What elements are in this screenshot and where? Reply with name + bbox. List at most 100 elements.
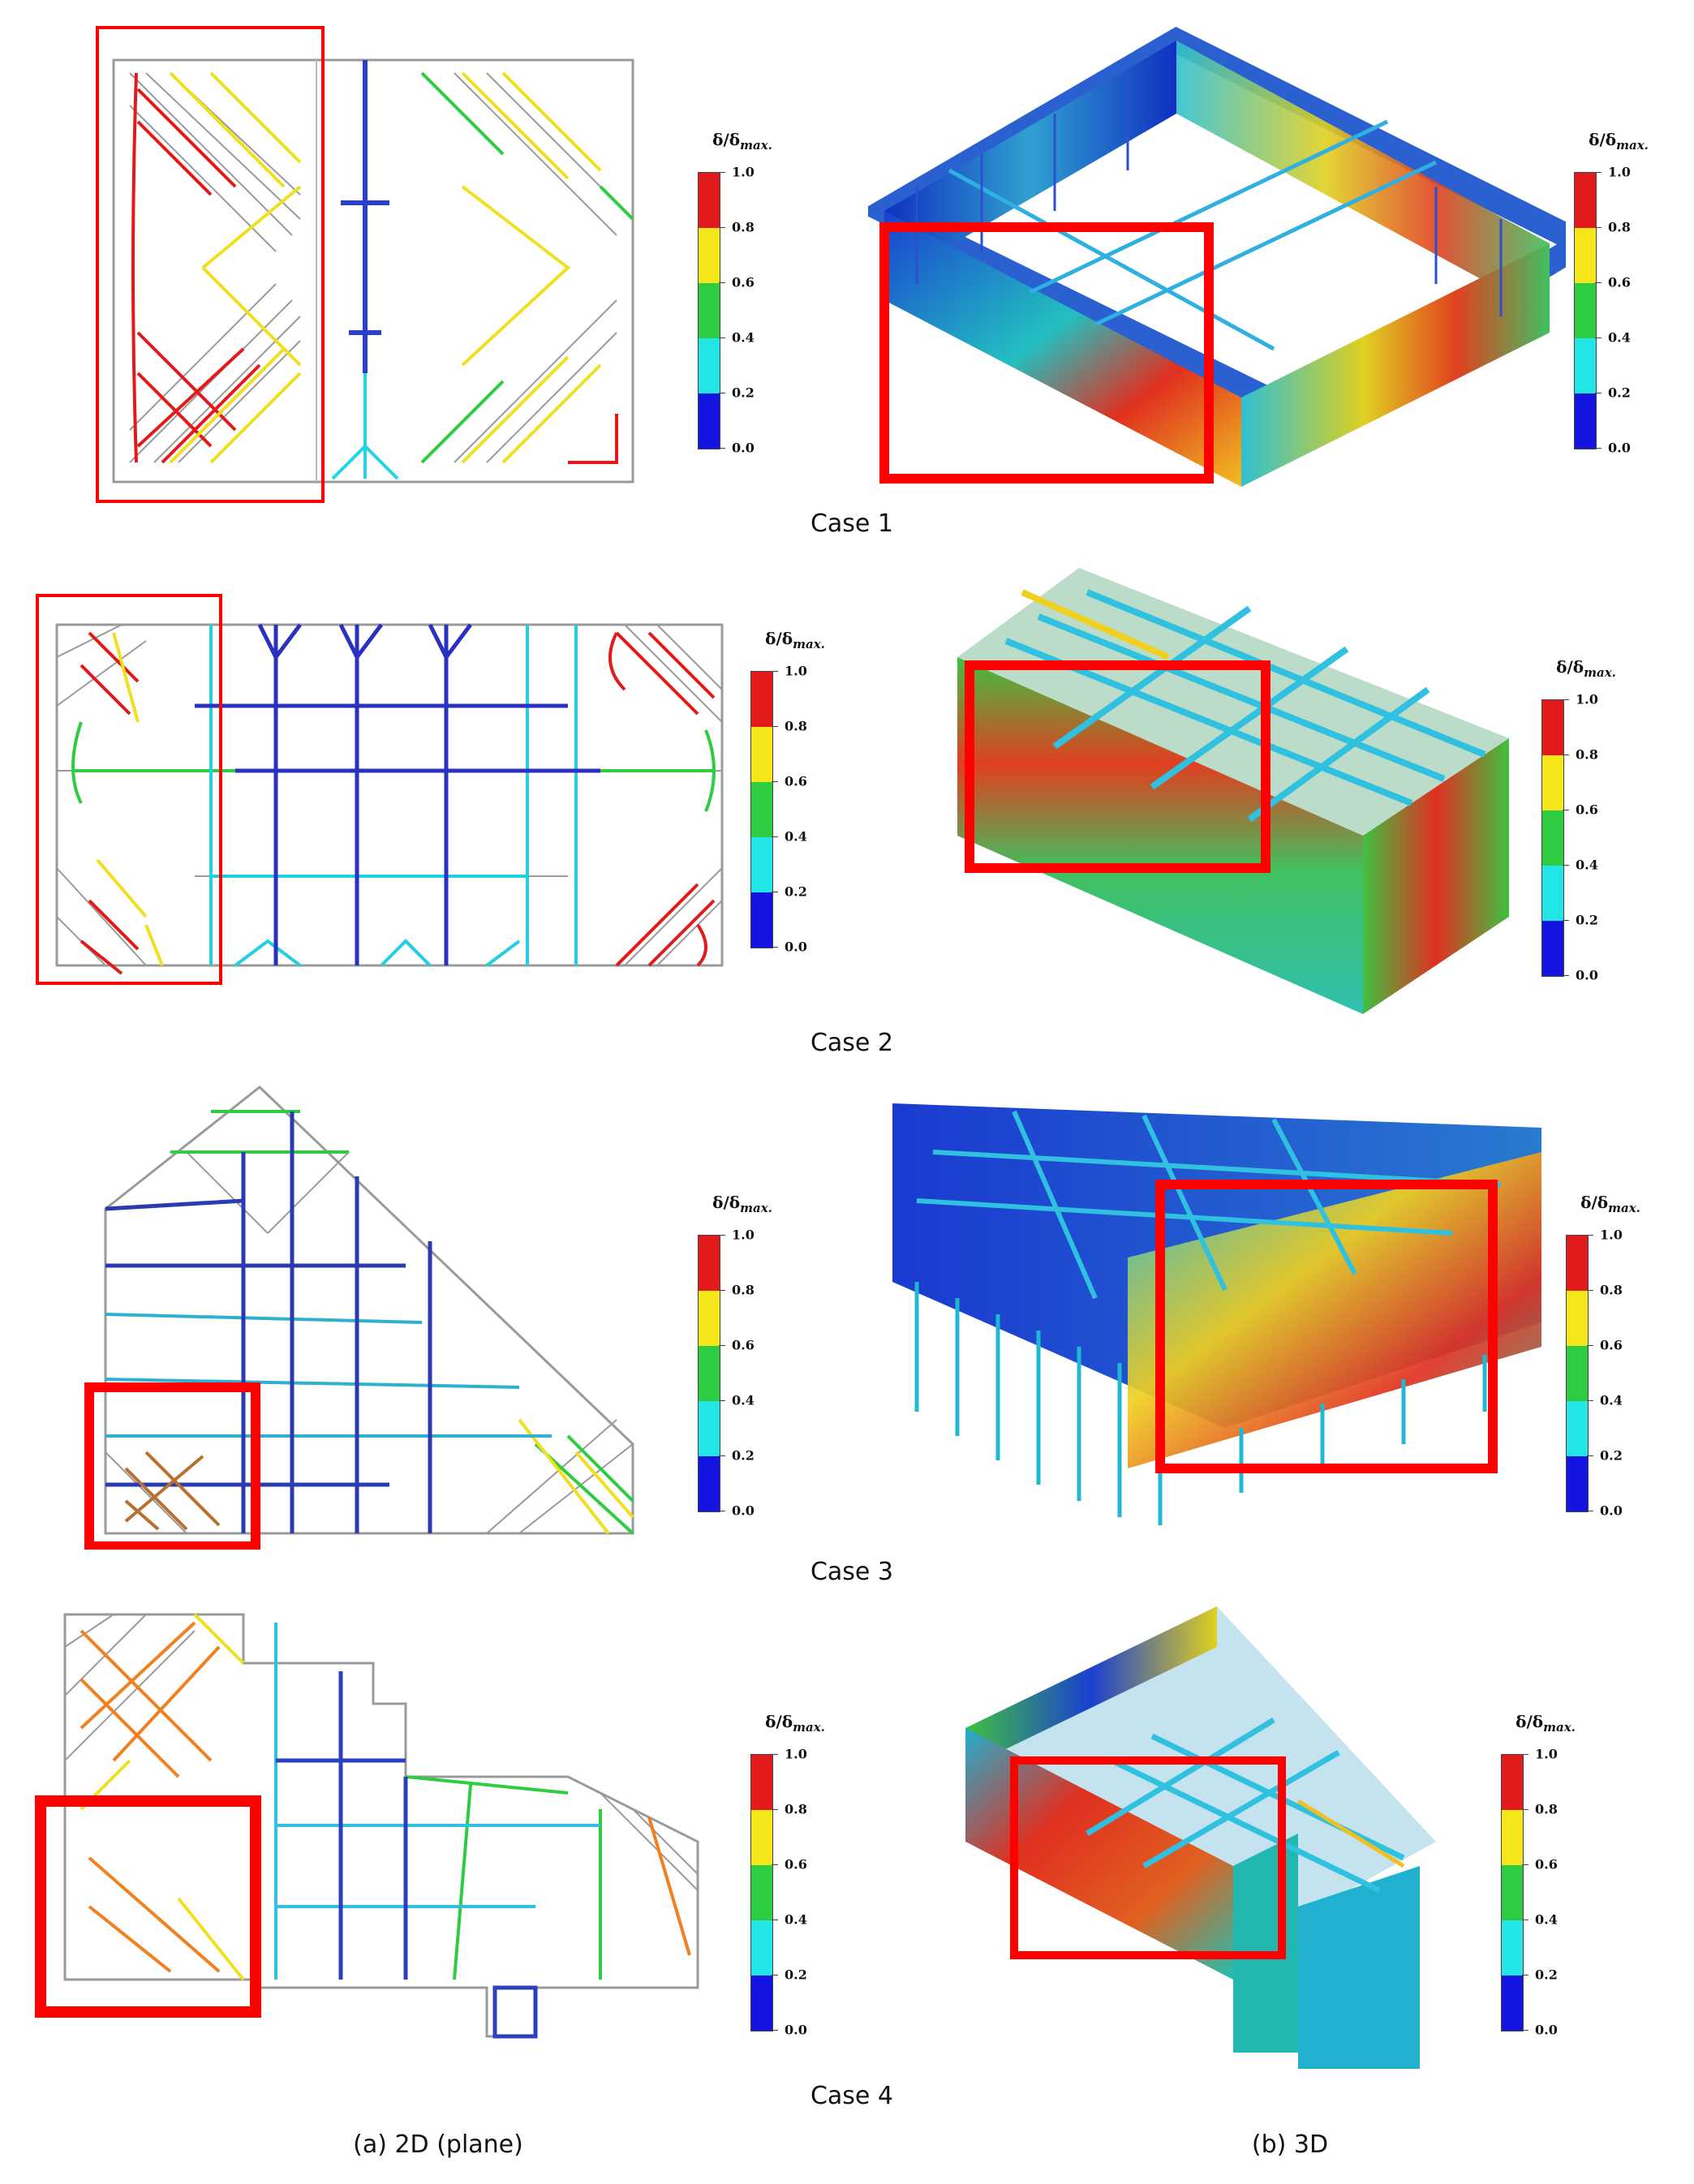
colorbar-tick-mark	[719, 1455, 725, 1456]
colorbar-title-main: δ/δ	[712, 1193, 741, 1212]
colorbar-tick-label: 0.6	[785, 773, 807, 789]
colorbar-segment	[699, 338, 720, 393]
colorbar-tick-mark	[772, 1864, 778, 1865]
colorbar-title-sub: max.	[793, 1720, 825, 1735]
colorbar-segment	[751, 1755, 772, 1810]
colorbar-tick-label: 0.4	[732, 1392, 755, 1408]
colorbar-segment	[751, 837, 772, 892]
colorbar-tick-mark	[1595, 227, 1602, 228]
case2-3d-colorbar: δ/δmax. 1.0 0.8 0.6 0.4 0.2 0.0	[1525, 657, 1647, 983]
colorbar-segment	[699, 1456, 720, 1511]
case3-2d-colorbar: δ/δmax. 1.0 0.8 0.6 0.4 0.2 0.0	[681, 1193, 803, 1519]
colorbar-segment	[1567, 1346, 1588, 1401]
colorbar-title-main: δ/δ	[1516, 1712, 1544, 1731]
colorbar-tick-label: 0.6	[1600, 1337, 1623, 1353]
colorbar-tick-label: 1.0	[732, 164, 755, 180]
colorbar-title-main: δ/δ	[765, 629, 793, 648]
colorbar-tick-label: 0.8	[1535, 1801, 1558, 1817]
colorbar-tick-label: 0.8	[1576, 746, 1598, 763]
colorbar-tick-label: 0.0	[1608, 440, 1631, 456]
colorbar-tick-mark	[772, 1809, 778, 1810]
colorbar-title-sub: max.	[793, 637, 825, 651]
colorbar-tick-mark	[772, 726, 778, 727]
colorbar-gradient	[1541, 699, 1564, 977]
colorbar-segment	[751, 1975, 772, 2031]
colorbar-tick-mark	[719, 1400, 725, 1401]
case2-caption: Case 2	[810, 1029, 894, 1057]
colorbar-tick-label: 0.2	[1608, 385, 1631, 401]
colorbar-gradient	[1566, 1235, 1589, 1512]
colorbar-segment	[1575, 228, 1596, 283]
colorbar-segment	[1567, 1236, 1588, 1291]
colorbar-tick-label: 0.8	[1600, 1282, 1623, 1298]
colorbar-tick-mark	[1522, 2030, 1528, 2031]
colorbar-title-main: δ/δ	[1580, 1193, 1609, 1212]
case4-3d-model	[949, 1598, 1501, 2085]
case1-caption: Case 1	[810, 509, 894, 538]
colorbar-segment	[751, 727, 772, 782]
column-caption-2d: (a) 2D (plane)	[353, 2130, 523, 2159]
colorbar-segment	[1502, 1975, 1523, 2031]
colorbar-tick-label: 0.6	[732, 1337, 755, 1353]
colorbar-segment	[751, 1810, 772, 1865]
case1-2d-highlight-box	[96, 26, 325, 503]
colorbar-tick-mark	[1563, 699, 1569, 700]
case1-3d-highlight-box	[879, 222, 1214, 484]
column-caption-3d: (b) 3D	[1251, 2130, 1329, 2159]
case1-3d-colorbar: δ/δmax. 1.0 0.8 0.6 0.4 0.2 0.0	[1558, 130, 1679, 456]
colorbar-segment	[1542, 866, 1563, 921]
colorbar-segment	[751, 892, 772, 948]
colorbar-tick-label: 0.6	[1535, 1856, 1558, 1872]
colorbar-segment	[1502, 1755, 1523, 1810]
colorbar-segment	[1567, 1401, 1588, 1456]
case2-3d-model	[925, 560, 1517, 1014]
colorbar-title: δ/δmax.	[1525, 657, 1647, 680]
colorbar-title: δ/δmax.	[1485, 1712, 1606, 1735]
colorbar-tick-label: 0.4	[1608, 329, 1631, 346]
colorbar-segment	[751, 1920, 772, 1975]
colorbar-tick-label: 0.0	[1600, 1503, 1623, 1519]
colorbar-tick-mark	[719, 227, 725, 228]
colorbar-tick-mark	[719, 1290, 725, 1291]
case4-caption: Case 4	[810, 2082, 894, 2110]
colorbar-tick-label: 0.8	[732, 219, 755, 235]
colorbar-gradient	[698, 1235, 720, 1512]
colorbar-tick-label: 0.8	[785, 1801, 807, 1817]
colorbar-tick-mark	[772, 671, 778, 672]
colorbar-tick-label: 0.0	[732, 440, 755, 456]
colorbar-tick-label: 0.2	[732, 385, 755, 401]
colorbar-title: δ/δmax.	[734, 629, 856, 651]
colorbar-tick-mark	[1563, 865, 1569, 866]
case2-2d-highlight-box	[36, 594, 222, 985]
case1-2d-plan	[81, 24, 665, 527]
colorbar-tick-label: 0.8	[732, 1282, 755, 1298]
colorbar-segment	[751, 1865, 772, 1920]
colorbar-title: δ/δmax.	[734, 1712, 856, 1735]
case4-3d-colorbar: δ/δmax. 1.0 0.8 0.6 0.4 0.2 0.0	[1485, 1712, 1606, 2038]
colorbar-segment	[1567, 1456, 1588, 1511]
case4-3d-highlight-box	[1010, 1756, 1286, 1959]
colorbar-tick-mark	[772, 2030, 778, 2031]
colorbar-tick-mark	[719, 337, 725, 338]
case2-3d-highlight-box	[965, 660, 1270, 873]
colorbar-segment	[1502, 1865, 1523, 1920]
colorbar-tick-mark	[719, 1235, 725, 1236]
colorbar-segment	[699, 283, 720, 338]
colorbar-tick-mark	[772, 781, 778, 782]
colorbar-title: δ/δmax.	[681, 130, 803, 153]
colorbar-title-sub: max.	[740, 1201, 772, 1215]
case1-3d-model	[868, 24, 1566, 511]
colorbar-title-sub: max.	[1543, 1720, 1576, 1735]
case2-2d-plan	[32, 592, 746, 998]
colorbar-tick-label: 0.0	[1576, 967, 1598, 983]
colorbar-tick-label: 0.4	[732, 329, 755, 346]
colorbar-segment	[751, 672, 772, 727]
colorbar-tick-label: 0.0	[732, 1503, 755, 1519]
colorbar-tick-mark	[719, 448, 725, 449]
colorbar-tick-label: 0.2	[785, 1967, 807, 1983]
colorbar-segment	[1502, 1920, 1523, 1975]
colorbar-tick-mark	[1563, 920, 1569, 921]
case3-3d-colorbar: δ/δmax. 1.0 0.8 0.6 0.4 0.2 0.0	[1550, 1193, 1671, 1519]
colorbar-tick-label: 1.0	[785, 663, 807, 679]
colorbar-title: δ/δmax.	[1550, 1193, 1671, 1215]
